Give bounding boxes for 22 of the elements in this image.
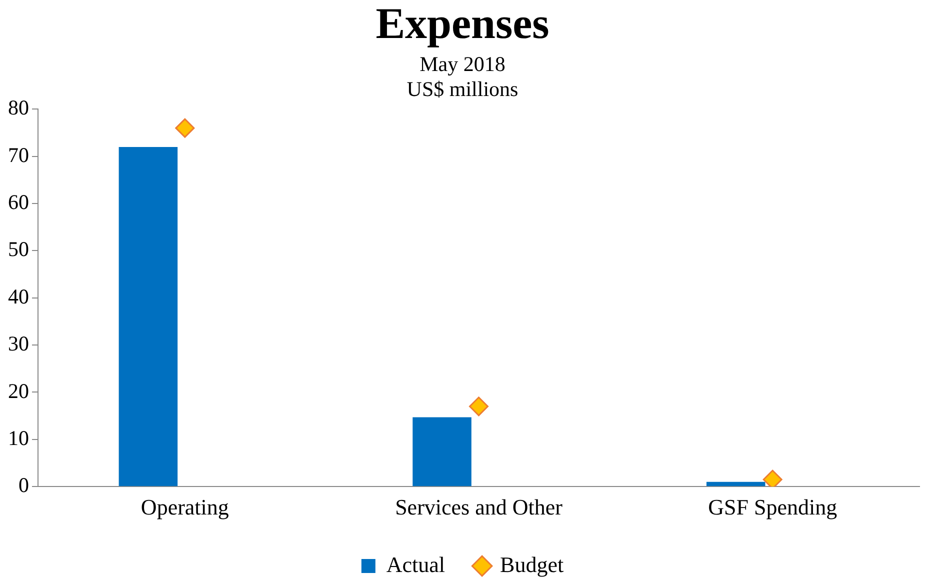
point — [469, 396, 488, 416]
y-tick-label: 80 — [8, 96, 29, 120]
y-tick-label: 50 — [8, 237, 29, 262]
point — [762, 470, 782, 487]
x-tick-label: Operating — [140, 494, 229, 520]
y-tick-label: 30 — [8, 332, 29, 356]
y-tick-label: 60 — [8, 190, 29, 214]
y-tick-label: 40 — [8, 284, 29, 308]
legend-label: Budget — [500, 552, 564, 577]
legend-label: Actual — [386, 552, 446, 577]
bar — [412, 417, 472, 486]
point — [175, 118, 195, 138]
bar — [118, 146, 178, 486]
x-tick-label: Services and Other — [395, 494, 564, 520]
y-tick-label: 0 — [18, 473, 29, 498]
bar — [706, 482, 766, 486]
y-tick-label: 10 — [8, 426, 29, 450]
chart-title: Expenses — [376, 0, 550, 48]
x-tick-label: GSF Spending — [708, 494, 838, 520]
y-tick-label: 70 — [8, 142, 29, 167]
y-tick-label: 20 — [8, 378, 29, 403]
chart-subtitle: May 2018 US$ millions — [406, 52, 518, 102]
